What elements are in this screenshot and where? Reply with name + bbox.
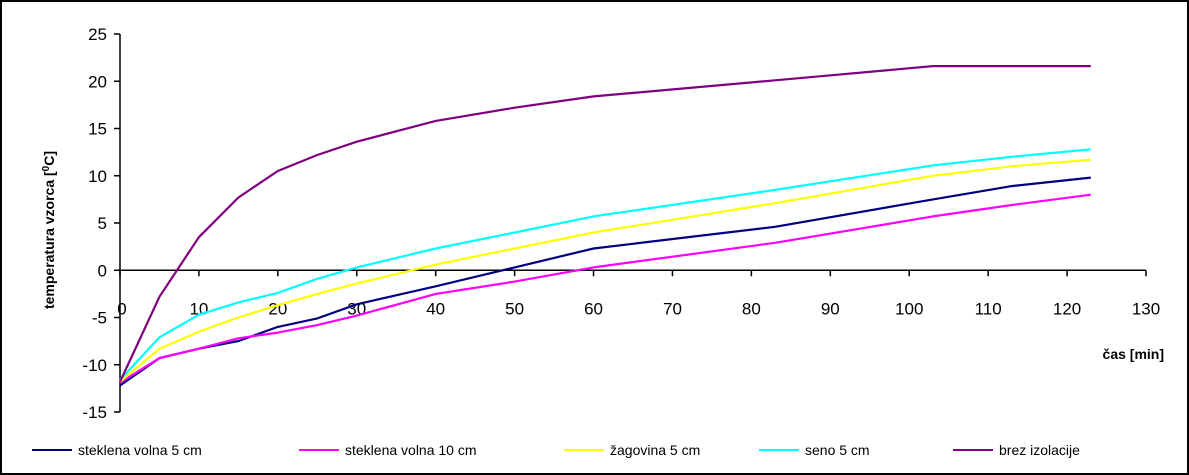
- y-tick-label: 15: [88, 120, 107, 139]
- x-tick-label: 50: [505, 299, 524, 318]
- x-tick-label: 120: [1053, 299, 1081, 318]
- legend-item-seno-5: seno 5 cm: [759, 442, 953, 458]
- legend-swatch: [299, 449, 339, 451]
- y-axis-title: temperatura vzorca [0C]: [41, 151, 58, 309]
- y-tick-label: 10: [88, 167, 107, 186]
- x-tick-label: 40: [426, 299, 445, 318]
- legend-label: steklena volna 10 cm: [345, 442, 477, 458]
- legend-swatch: [953, 449, 993, 451]
- y-axis-title-sup: 0: [41, 165, 52, 171]
- legend-label: steklena volna 5 cm: [78, 442, 202, 458]
- x-tick-label: 0: [117, 299, 126, 318]
- legend-item-brez-izolacije: brez izolacije: [953, 442, 1080, 458]
- y-tick-label: 0: [98, 261, 107, 280]
- legend-item-steklena-volna-5: steklena volna 5 cm: [32, 442, 299, 458]
- y-axis-title-post: C]: [41, 151, 57, 166]
- x-tick-label: 100: [895, 299, 923, 318]
- x-axis: 0 10 20 30 40 50 60 70 80 90 100 110 120 130: [117, 269, 1160, 318]
- y-axis-title-group: temperatura vzorca [0C]: [41, 151, 58, 309]
- series-line-4: [119, 148, 1091, 381]
- y-tick-label: -10: [82, 356, 107, 375]
- legend-item-steklena-volna-10: steklena volna 10 cm: [299, 442, 564, 458]
- x-tick-label: 60: [584, 299, 603, 318]
- legend-label: seno 5 cm: [805, 442, 870, 458]
- y-axis-title-pre: temperatura vzorca [: [41, 171, 57, 309]
- y-tick-label: -15: [82, 403, 107, 422]
- legend-swatch: [564, 449, 604, 451]
- legend-swatch: [759, 449, 799, 451]
- y-tick-label: 25: [88, 25, 107, 44]
- y-tick-label: 5: [98, 214, 107, 233]
- legend-item-zagovina-5: žagovina 5 cm: [564, 442, 759, 458]
- x-tick-label: 70: [663, 299, 682, 318]
- legend: steklena volna 5 cm steklena volna 10 cm…: [32, 437, 1080, 463]
- y-axis: -15 -10 -5 0 5 10 15 20 25: [82, 25, 121, 422]
- series-line-3: [119, 158, 1091, 383]
- y-tick-label: 20: [88, 72, 107, 91]
- series-layer: [119, 64, 1091, 387]
- series-line-2: [119, 193, 1091, 384]
- x-tick-label: 80: [742, 299, 761, 318]
- x-tick-label: 130: [1132, 299, 1160, 318]
- series-line-5: [119, 64, 1091, 383]
- x-axis-title: čas [min]: [1103, 346, 1164, 362]
- x-tick-label: 110: [975, 299, 1002, 318]
- legend-swatch: [32, 449, 72, 451]
- x-tick-label: 20: [268, 299, 287, 318]
- x-tick-label: 90: [821, 299, 840, 318]
- y-tick-label: -5: [92, 309, 107, 328]
- legend-label: žagovina 5 cm: [610, 442, 701, 458]
- legend-label: brez izolacije: [999, 442, 1080, 458]
